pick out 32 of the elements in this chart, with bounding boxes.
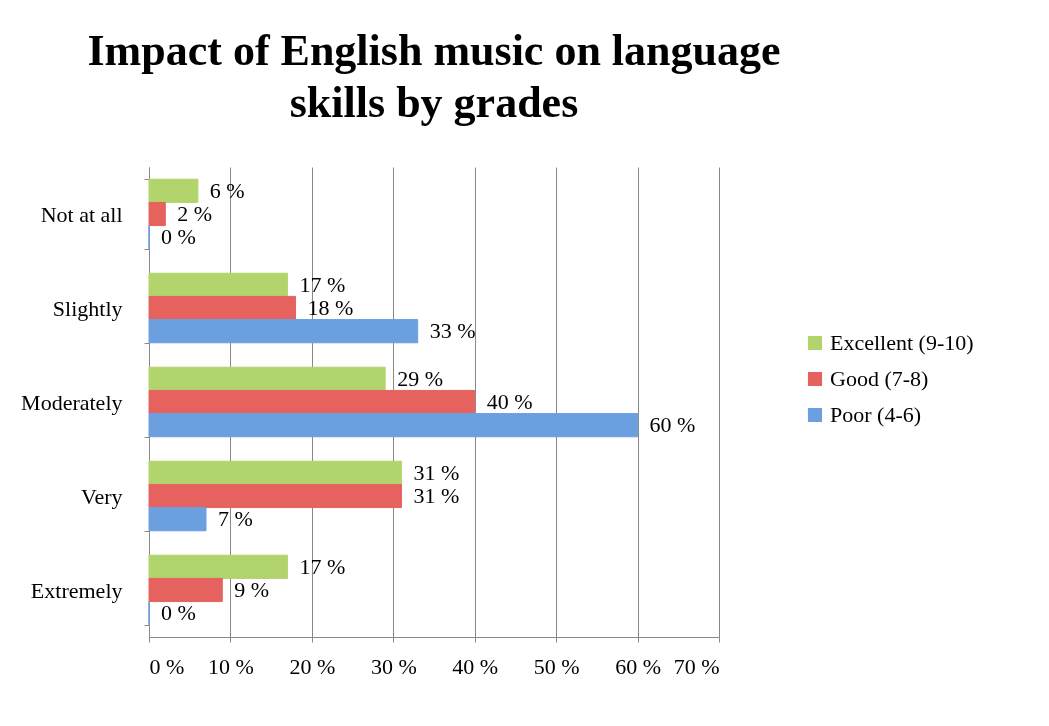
y-tick-label: Not at all [40,201,123,227]
legend-label: Excellent (9-10) [830,330,974,355]
x-tick-label: 40 % [452,653,499,679]
data-label: 31 % [413,459,460,485]
data-label: 0 % [161,600,196,626]
data-label: 6 % [209,177,245,203]
y-tick-label: Moderately [21,389,123,415]
data-label: 17 % [299,553,346,579]
y-tick-label: Slightly [52,295,123,321]
x-tick-label: 50 % [533,653,580,679]
legend-label: Poor (4-6) [830,402,922,427]
data-label: 31 % [413,483,460,508]
x-tick-label: 30 % [370,653,417,679]
data-label: 17 % [299,271,346,297]
data-label: 40 % [486,389,533,414]
data-label: 60 % [649,412,696,438]
x-tick-label: 20 % [289,653,336,679]
legend-label: Good (7-8) [830,366,929,391]
x-tick-label: 60 % [615,653,661,679]
data-label: 18 % [307,295,354,320]
y-tick-label: Very [80,483,123,509]
data-label: 7 % [218,506,253,532]
x-tick-label: 0 % [149,653,185,679]
x-tick-label: 70 % [673,653,720,679]
data-label: 0 % [161,224,196,250]
data-label: 29 % [397,365,443,391]
data-label: 9 % [234,577,270,602]
data-label: 33 % [429,318,476,344]
y-tick-label: Extremely [30,577,123,603]
x-tick-label: 10 % [208,653,254,679]
chart-title: Impact of English music on language skills by grades [87,26,781,127]
data-label: 2 % [177,201,213,226]
